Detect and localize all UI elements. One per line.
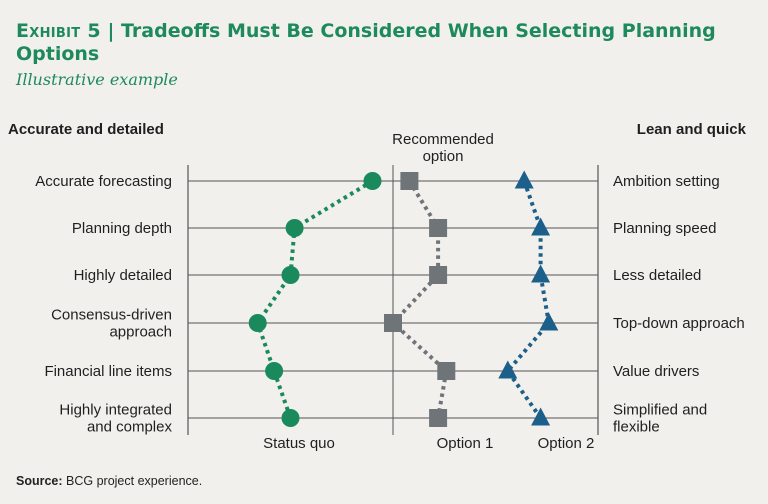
- left-label-row-6-line-1: Highly integrated: [59, 402, 172, 419]
- series-line-status-quo: [255, 179, 374, 419]
- recommended-label-line-2: option: [423, 148, 464, 165]
- circle-marker-status-quo-row-3: [281, 266, 300, 284]
- triangle-marker-option-2-row-5: [498, 360, 518, 379]
- left-heading: Accurate and detailed: [8, 121, 164, 138]
- chart-subtitle: Illustrative example: [16, 70, 178, 89]
- title-separator: |: [100, 20, 122, 42]
- triangle-marker-option-2-row-4: [539, 312, 559, 331]
- circle-marker-status-quo-row-5: [265, 362, 284, 380]
- circle-marker-status-quo-row-1: [363, 172, 382, 190]
- series-label-option-1: Option 1: [437, 435, 494, 452]
- source-label: Source:: [16, 474, 63, 488]
- left-label-row-4-line-2: approach: [109, 324, 172, 341]
- left-label-row-5-line-1: Financial line items: [44, 363, 172, 380]
- series-label-option-2: Option 2: [538, 435, 595, 452]
- circle-marker-status-quo-row-2: [285, 219, 304, 237]
- left-label-row-4-line-1: Consensus-driven: [51, 307, 172, 324]
- left-label-row-3-line-1: Highly detailed: [74, 267, 172, 284]
- series-line-option-2: [505, 180, 551, 420]
- series-label-status-quo: Status quo: [263, 435, 335, 452]
- series-line-option-1: [390, 179, 449, 419]
- triangle-marker-option-2-row-3: [531, 264, 551, 283]
- triangle-marker-option-2-row-6: [531, 407, 551, 426]
- square-marker-option-1-row-4: [384, 314, 402, 332]
- square-marker-option-1-row-3: [429, 266, 448, 284]
- left-label-row-2-line-1: Planning depth: [72, 220, 172, 237]
- right-heading: Lean and quick: [637, 121, 747, 138]
- circle-marker-status-quo-row-4: [248, 314, 267, 332]
- square-marker-option-1-row-2: [429, 219, 448, 237]
- right-label-row-2-line-1: Planning speed: [613, 220, 716, 237]
- right-label-row-3-line-1: Less detailed: [613, 267, 701, 284]
- square-marker-option-1-row-6: [429, 409, 448, 427]
- source-note: Source: BCG project experience.: [16, 474, 202, 488]
- title-text: Tradeoffs Must Be Considered When Select…: [16, 20, 716, 65]
- circle-marker-status-quo-row-6: [281, 409, 300, 427]
- square-marker-option-1-row-5: [437, 362, 456, 380]
- left-label-row-6-line-2: and complex: [87, 419, 173, 436]
- square-marker-option-1-row-1: [400, 172, 419, 190]
- triangle-marker-option-2-row-1: [514, 170, 534, 189]
- triangle-marker-option-2-row-2: [531, 217, 551, 236]
- title-block: Exhibit 5 | Tradeoffs Must Be Considered…: [16, 20, 756, 89]
- right-label-row-6-line-2: flexible: [613, 419, 660, 436]
- right-label-row-4-line-1: Top-down approach: [613, 315, 745, 332]
- right-label-row-5-line-1: Value drivers: [613, 363, 699, 380]
- right-label-row-1-line-1: Ambition setting: [613, 173, 720, 190]
- source-text: BCG project experience.: [62, 474, 203, 488]
- left-label-row-1-line-1: Accurate forecasting: [35, 173, 172, 190]
- chart-title: Exhibit 5 | Tradeoffs Must Be Considered…: [16, 20, 756, 66]
- recommended-label-line-1: Recommended: [392, 131, 494, 148]
- right-label-row-6-line-1: Simplified and: [613, 402, 707, 419]
- exhibit-label: Exhibit 5: [16, 20, 101, 42]
